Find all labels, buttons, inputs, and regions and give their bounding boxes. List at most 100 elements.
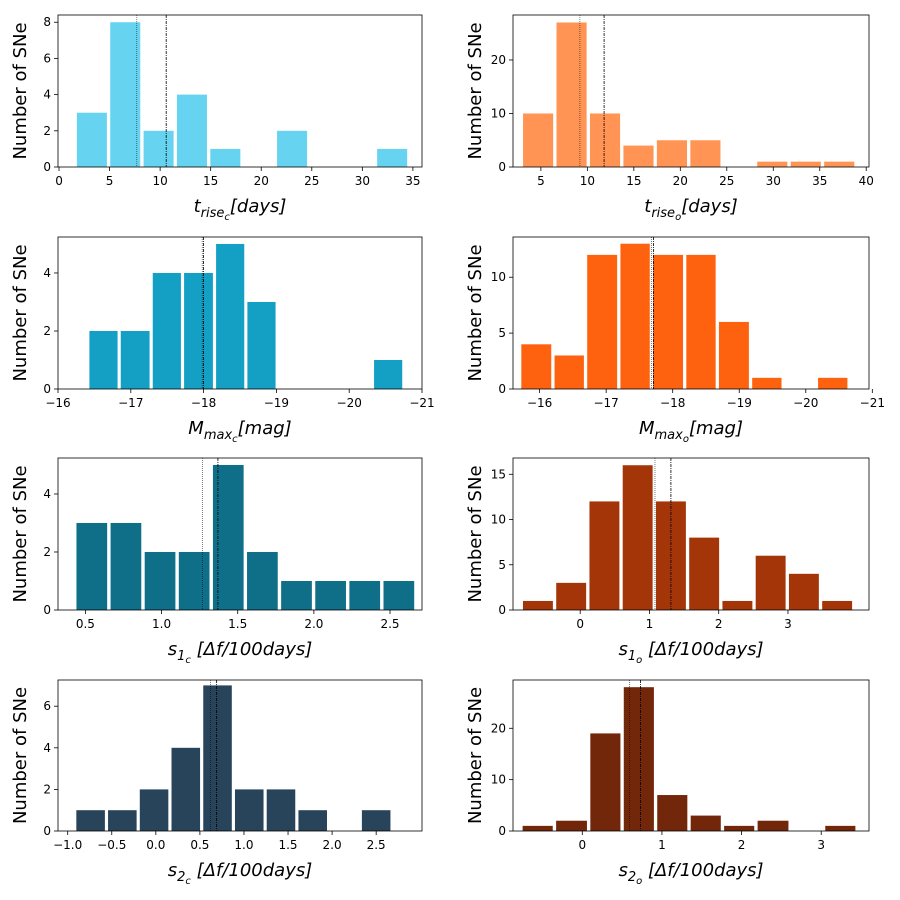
bar <box>361 810 391 831</box>
x-tick-label: 35 <box>812 174 827 188</box>
y-tick-label: 0 <box>43 824 51 838</box>
x-axis-label-part: rise <box>651 206 675 221</box>
x-tick-label: 0.5 <box>76 617 95 631</box>
bar <box>757 820 789 831</box>
x-axis-label-part: [days] <box>681 196 738 217</box>
bar <box>184 272 213 389</box>
bar <box>76 112 107 167</box>
bar <box>110 22 141 167</box>
y-tick-label: 4 <box>43 741 51 755</box>
y-tick-label: 0 <box>43 603 51 617</box>
x-axis-label-part: [mag] <box>238 418 292 439</box>
x-axis-label-part: 1 <box>177 649 185 664</box>
y-tick-label: 15 <box>491 467 506 481</box>
x-axis-label: s1o [Δf/100days] <box>618 639 763 666</box>
x-axis-label-part: c <box>224 212 230 223</box>
bar <box>587 254 618 389</box>
x-tick-label: 1.0 <box>152 617 171 631</box>
x-tick-label: 2.5 <box>367 838 386 852</box>
y-axis-label: Number of SNe <box>10 244 31 381</box>
y-tick-label: 10 <box>491 513 506 527</box>
x-tick-label: 3 <box>817 838 825 852</box>
x-tick-label: 1 <box>646 617 654 631</box>
x-axis-label-part: max <box>655 428 684 443</box>
bar <box>139 789 169 831</box>
bar <box>824 161 855 167</box>
y-tick-label: 0 <box>498 824 506 838</box>
axes-frame <box>57 679 423 832</box>
bar <box>521 344 552 389</box>
bar <box>247 551 278 610</box>
y-tick-label: 10 <box>491 106 506 120</box>
x-tick-label: −19 <box>727 396 752 410</box>
x-tick-label: 40 <box>859 174 874 188</box>
bar <box>277 130 308 167</box>
x-tick-label: 0.5 <box>190 838 209 852</box>
x-tick-label: 2 <box>715 617 723 631</box>
bar <box>818 377 848 389</box>
x-axis-label-part: M <box>639 418 655 439</box>
x-axis-label-part: max <box>204 428 233 443</box>
x-tick-label: 10 <box>152 174 167 188</box>
histogram-panel: 0 5 10 15 20 25 30 35 0 2 4 6 8 Number of SNe trisec[d… <box>10 14 423 223</box>
x-tick-label: 1 <box>658 838 666 852</box>
x-tick-label: 20 <box>673 174 688 188</box>
bar <box>757 161 788 167</box>
x-tick-label: 3 <box>784 617 792 631</box>
y-axis-label: Number of SNe <box>10 687 31 824</box>
x-tick-label: −17 <box>593 396 618 410</box>
bar <box>822 600 853 610</box>
bar <box>590 733 621 831</box>
y-tick-label: 6 <box>43 699 51 713</box>
x-tick-label: −16 <box>527 396 552 410</box>
bar <box>216 243 245 389</box>
x-tick-label: 2 <box>738 838 746 852</box>
bar <box>556 582 587 610</box>
y-axis-label: Number of SNe <box>465 465 486 602</box>
y-tick-label: 2 <box>43 545 51 559</box>
bar <box>523 113 554 167</box>
bar <box>281 580 312 610</box>
bar <box>144 551 176 610</box>
bar <box>377 148 408 167</box>
y-tick-label: 10 <box>491 773 506 787</box>
bar <box>176 94 207 167</box>
x-tick-label: 0 <box>578 838 586 852</box>
x-axis-label-part: [Δf/100days] <box>191 639 312 660</box>
y-tick-label: 0 <box>498 603 506 617</box>
bar <box>522 825 553 831</box>
bar <box>120 330 150 389</box>
x-tick-label: 2.0 <box>323 838 342 852</box>
x-axis-label: trisec[days] <box>194 196 287 223</box>
bar <box>152 272 181 389</box>
x-tick-label: 5 <box>106 174 114 188</box>
x-axis-label-part: c <box>185 655 191 666</box>
bar <box>110 522 142 610</box>
y-axis-label: Number of SNe <box>465 687 486 824</box>
bar <box>171 747 201 831</box>
y-tick-label: 0 <box>43 382 51 396</box>
x-axis-label: Mmaxc[mag] <box>188 418 291 445</box>
x-tick-label: −18 <box>660 396 685 410</box>
bar <box>690 815 721 831</box>
x-tick-label: −0.5 <box>97 838 126 852</box>
bar <box>315 580 346 610</box>
x-tick-label: −20 <box>337 396 362 410</box>
axes-frame <box>57 14 423 168</box>
x-axis-label-part: 2 <box>177 870 185 885</box>
x-axis-label: s2c [Δf/100days] <box>168 860 313 887</box>
bar <box>825 825 856 831</box>
x-axis-label: s1c [Δf/100days] <box>168 639 313 666</box>
x-axis-label-part: o <box>636 876 642 887</box>
bar <box>656 140 688 167</box>
y-axis-label: Number of SNe <box>465 244 486 381</box>
x-tick-label: −18 <box>191 396 216 410</box>
y-tick-label: 5 <box>498 326 506 340</box>
bar <box>374 359 403 389</box>
x-axis-label-part: s <box>618 860 627 881</box>
bar <box>522 600 553 610</box>
x-tick-label: −20 <box>793 396 818 410</box>
x-tick-label: 0 <box>576 617 584 631</box>
